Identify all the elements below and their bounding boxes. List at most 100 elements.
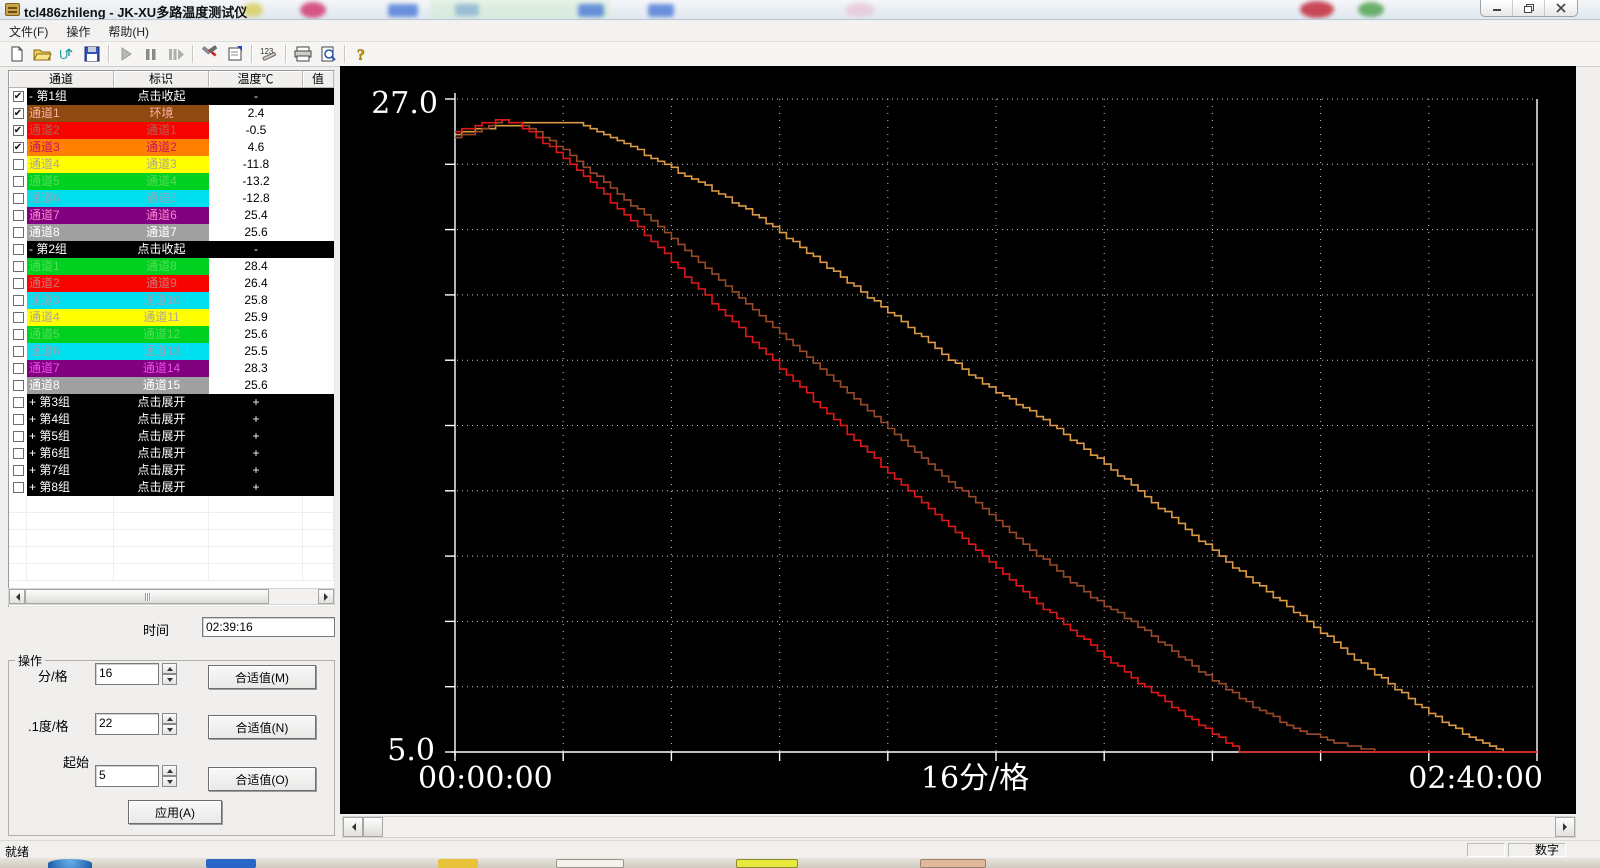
channel-checkbox[interactable] xyxy=(12,193,24,204)
start-input[interactable]: 5 xyxy=(95,765,159,787)
group-label[interactable]: + 第3组 xyxy=(27,394,114,411)
min-per-div-spinner[interactable] xyxy=(162,663,177,685)
channel-row[interactable]: 通道2 通道9 26.4 xyxy=(9,275,334,292)
channel-id[interactable]: 通道2 xyxy=(114,139,209,156)
channel-extra[interactable] xyxy=(303,309,334,326)
group-header-row[interactable]: + 第4组 点击展开 + xyxy=(9,411,334,428)
channel-temp[interactable]: 4.6 xyxy=(209,139,303,156)
channel-id[interactable]: 通道11 xyxy=(114,309,209,326)
channel-id[interactable]: 环境 xyxy=(114,105,209,122)
help-icon[interactable]: ? xyxy=(349,43,374,65)
step-icon[interactable] xyxy=(163,43,188,65)
channel-checkbox[interactable]: ✔ xyxy=(12,125,24,136)
channel-checkbox[interactable] xyxy=(12,414,24,425)
channel-extra[interactable] xyxy=(303,224,334,241)
min-per-div-input[interactable]: 16 xyxy=(95,663,159,685)
channel-checkbox[interactable]: ✔ xyxy=(12,91,24,102)
properties-icon[interactable] xyxy=(222,43,247,65)
channel-checkbox[interactable] xyxy=(12,176,24,187)
fit-o-button[interactable]: 合适值(O) xyxy=(208,767,316,791)
group-toggle[interactable]: 点击展开 xyxy=(114,479,209,496)
channel-name[interactable]: 通道8 xyxy=(27,377,114,394)
channel-checkbox[interactable] xyxy=(12,380,24,391)
taskbar-icon[interactable] xyxy=(206,859,256,868)
channel-extra[interactable] xyxy=(303,122,334,139)
channel-extra[interactable] xyxy=(303,105,334,122)
channel-id[interactable]: 通道13 xyxy=(114,343,209,360)
channel-temp[interactable]: 25.8 xyxy=(209,292,303,309)
channel-id[interactable]: 通道3 xyxy=(114,156,209,173)
table-hscrollbar[interactable] xyxy=(8,588,335,605)
channel-row[interactable]: ✔ 通道1 环境 2.4 xyxy=(9,105,334,122)
channel-checkbox[interactable] xyxy=(12,465,24,476)
menu-operate[interactable]: 操作 xyxy=(66,24,91,39)
group-header-row[interactable]: ✔ - 第1组 点击收起 - xyxy=(9,88,334,105)
scroll-left-button[interactable] xyxy=(9,589,25,604)
channel-extra[interactable] xyxy=(303,343,334,360)
scroll-left-button[interactable] xyxy=(343,817,363,837)
print-icon[interactable] xyxy=(290,43,315,65)
channel-checkbox[interactable] xyxy=(12,159,24,170)
channel-temp[interactable]: 28.3 xyxy=(209,360,303,377)
channel-name[interactable]: 通道5 xyxy=(27,173,114,190)
group-temp[interactable]: + xyxy=(209,479,303,496)
numbers-icon[interactable]: 123 xyxy=(256,43,281,65)
channel-extra[interactable] xyxy=(303,326,334,343)
channel-name[interactable]: 通道1 xyxy=(27,258,114,275)
group-header-row[interactable]: + 第3组 点击展开 + xyxy=(9,394,334,411)
channel-extra[interactable] xyxy=(303,275,334,292)
channel-id[interactable]: 通道5 xyxy=(114,190,209,207)
channel-extra[interactable] xyxy=(303,207,334,224)
scroll-right-button[interactable] xyxy=(318,589,334,604)
channel-name[interactable]: 通道7 xyxy=(27,360,114,377)
channel-checkbox[interactable] xyxy=(12,278,24,289)
chart-hscrollbar[interactable] xyxy=(342,816,1576,838)
channel-checkbox[interactable] xyxy=(12,397,24,408)
channel-temp[interactable]: -12.8 xyxy=(209,190,303,207)
channel-checkbox[interactable] xyxy=(12,227,24,238)
channel-temp[interactable]: -11.8 xyxy=(209,156,303,173)
play-icon[interactable] xyxy=(113,43,138,65)
channel-row[interactable]: 通道1 通道8 28.4 xyxy=(9,258,334,275)
group-toggle[interactable]: 点击展开 xyxy=(114,462,209,479)
channel-temp[interactable]: 28.4 xyxy=(209,258,303,275)
fit-n-button[interactable]: 合适值(N) xyxy=(208,715,316,739)
minimize-button[interactable] xyxy=(1481,0,1513,16)
channel-extra[interactable] xyxy=(303,173,334,190)
menu-help[interactable]: 帮助(H) xyxy=(108,24,150,39)
channel-name[interactable]: 通道6 xyxy=(27,343,114,360)
channel-extra[interactable] xyxy=(303,377,334,394)
apply-button[interactable]: 应用(A) xyxy=(128,800,222,824)
group-label[interactable]: - 第1组 xyxy=(27,88,114,105)
channel-id[interactable]: 通道10 xyxy=(114,292,209,309)
channel-temp[interactable]: 25.4 xyxy=(209,207,303,224)
channel-checkbox[interactable] xyxy=(12,448,24,459)
scroll-right-button[interactable] xyxy=(1555,817,1575,837)
import-icon[interactable]: U xyxy=(54,43,79,65)
channel-row[interactable]: 通道6 通道5 -12.8 xyxy=(9,190,334,207)
channel-name[interactable]: 通道6 xyxy=(27,190,114,207)
group-toggle[interactable]: 点击展开 xyxy=(114,394,209,411)
new-icon[interactable] xyxy=(4,43,29,65)
group-label[interactable]: + 第7组 xyxy=(27,462,114,479)
channel-temp[interactable]: 25.5 xyxy=(209,343,303,360)
preview-icon[interactable] xyxy=(315,43,340,65)
save-icon[interactable] xyxy=(79,43,104,65)
channel-checkbox[interactable] xyxy=(12,312,24,323)
time-value-field[interactable]: 02:39:16 xyxy=(202,617,335,637)
start-spinner[interactable] xyxy=(162,765,177,787)
channel-name[interactable]: 通道2 xyxy=(27,122,114,139)
channel-row[interactable]: 通道6 通道13 25.5 xyxy=(9,343,334,360)
group-label[interactable]: + 第5组 xyxy=(27,428,114,445)
spinner-down[interactable] xyxy=(162,724,177,735)
group-label[interactable]: + 第4组 xyxy=(27,411,114,428)
spinner-up[interactable] xyxy=(162,765,177,776)
group-header-row[interactable]: - 第2组 点击收起 - xyxy=(9,241,334,258)
channel-name[interactable]: 通道5 xyxy=(27,326,114,343)
pause-icon[interactable] xyxy=(138,43,163,65)
tools-icon[interactable] xyxy=(197,43,222,65)
channel-extra[interactable] xyxy=(303,360,334,377)
channel-row[interactable]: 通道4 通道3 -11.8 xyxy=(9,156,334,173)
group-extra[interactable] xyxy=(303,445,334,462)
channel-checkbox[interactable] xyxy=(12,210,24,221)
